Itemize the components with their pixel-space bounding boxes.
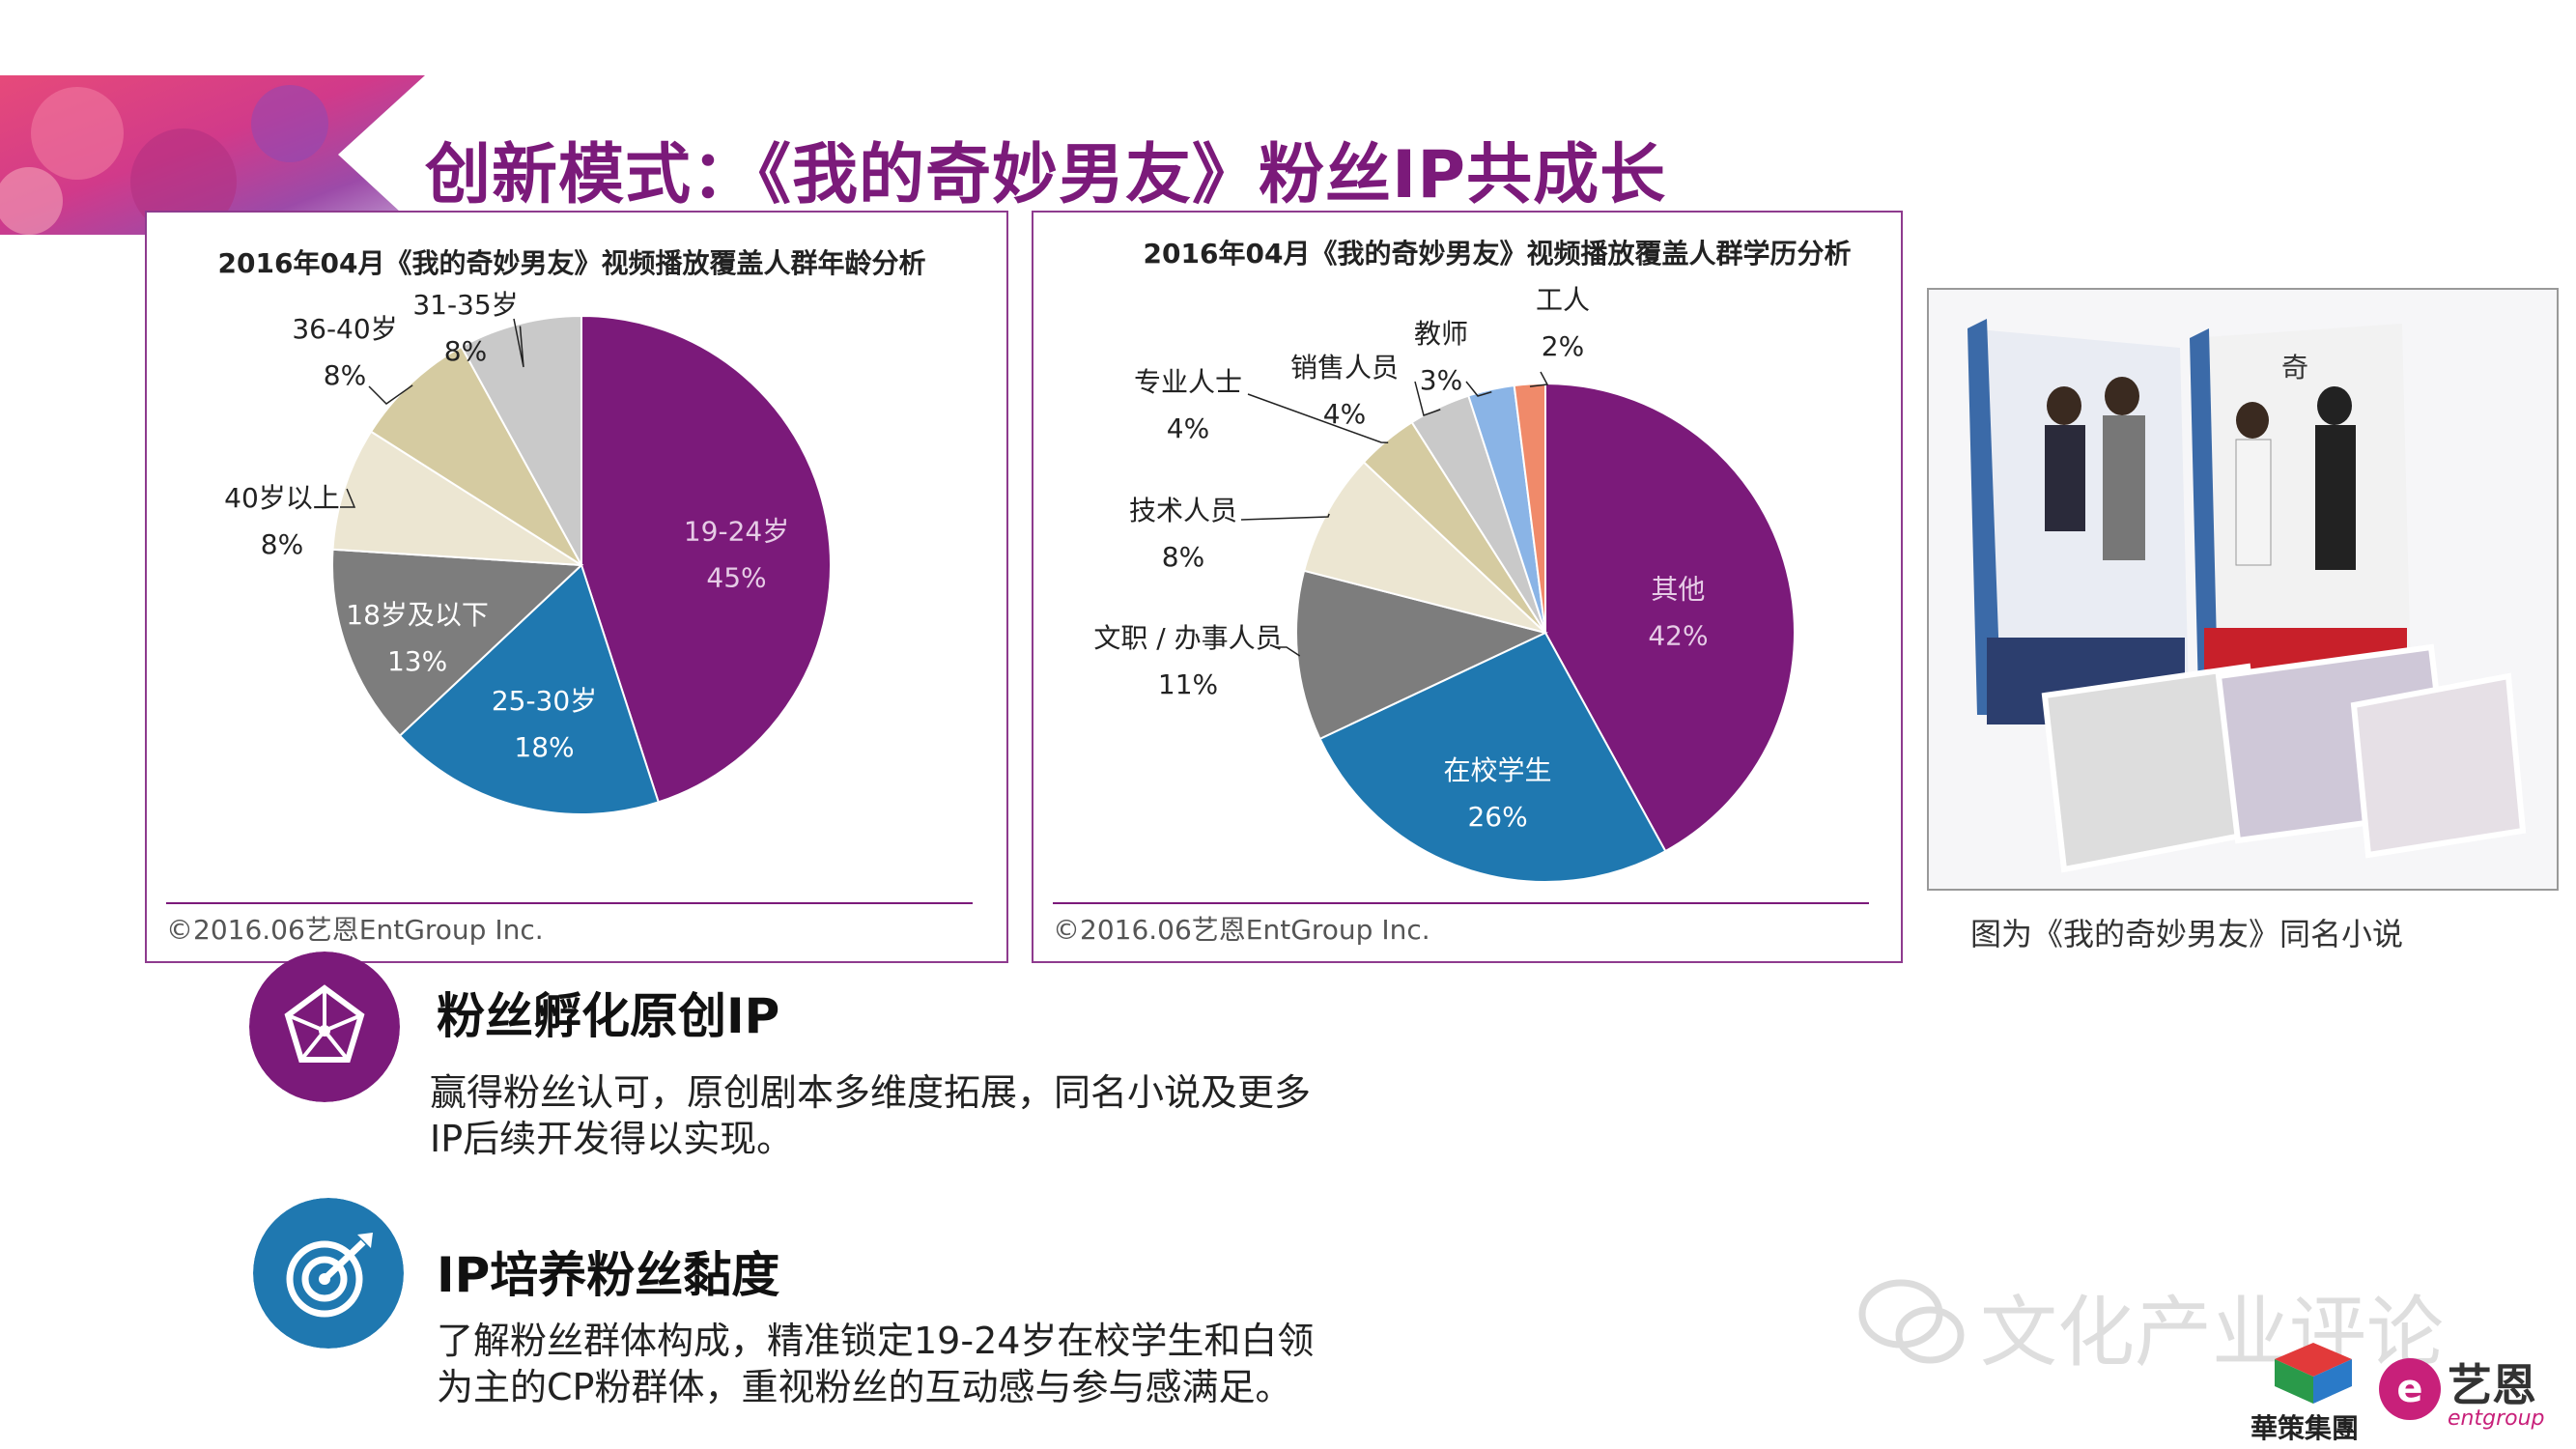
feature-desc-line: 为主的CP粉群体，重视粉丝的互动感与参与感满足。 — [437, 1366, 1292, 1408]
slice-value-label: 18% — [514, 731, 574, 763]
slice-value-label: 42% — [1648, 620, 1708, 652]
pie-slice — [460, 314, 582, 566]
slice-label: 教师 — [1414, 318, 1468, 350]
age-copyright: ©2016.06艺恩EntGroup Inc. — [166, 914, 544, 946]
leader-line — [1529, 371, 1549, 387]
watermark-text: 文化产业评论 — [1980, 1288, 2444, 1378]
slice-value-label: 2% — [1542, 330, 1584, 362]
slice-label: 工人 — [1536, 284, 1590, 316]
leader-line — [1240, 513, 1330, 521]
pie-slice — [1513, 382, 1546, 634]
slice-value-label: 26% — [1467, 801, 1527, 833]
slice-value-label: 8% — [324, 359, 366, 391]
pie-slice — [398, 563, 660, 815]
slice-label: 文职 / 办事人员 — [1093, 622, 1282, 654]
leader-line — [1247, 393, 1389, 443]
pie-slice — [369, 345, 582, 566]
novel-books-illustration: 奇 — [1967, 319, 2527, 873]
huace-logo: 華策集團 — [2250, 1338, 2376, 1444]
chart-title: 2016年04月《我的奇妙男友》视频播放覆盖人群年龄分析 — [218, 247, 926, 279]
watercolor-banner — [0, 75, 425, 235]
pie-slice — [331, 430, 582, 566]
photo-caption: 图为《我的奇妙男友》同名小说 — [1970, 916, 2404, 952]
entgroup-e-icon: e — [2379, 1358, 2441, 1420]
slice-value-label: 8% — [1162, 541, 1204, 573]
slice-label: 18岁及以下 — [346, 599, 489, 631]
svg-text:奇: 奇 — [2281, 352, 2308, 384]
page-title: 创新模式：《我的奇妙男友》粉丝IP共成长 — [425, 137, 1667, 213]
pie-slice — [331, 548, 584, 738]
entgroup-logo-en: entgroup — [2448, 1406, 2545, 1431]
entgroup-logo-cn: 艺恩 — [2448, 1359, 2536, 1411]
slice-label: 19-24岁 — [684, 516, 789, 548]
slice-label: 25-30岁 — [492, 685, 597, 717]
leader-line — [1465, 381, 1492, 397]
wechat-icon — [1858, 1279, 1965, 1364]
entgroup-logo: e 艺恩 entgroup — [2376, 1350, 2560, 1442]
pie-slice — [1544, 382, 1796, 853]
slice-label: 36-40岁 — [292, 313, 397, 345]
pentagon-network-icon — [249, 952, 400, 1102]
feature-title-fan-ip: 粉丝孵化原创IP — [437, 988, 780, 1044]
slice-label: 40岁以上 — [224, 482, 340, 514]
svg-text:e: e — [2396, 1367, 2422, 1411]
age-chart-panel: 2016年04月《我的奇妙男友》视频播放覆盖人群年龄分析 19-24岁 45% 25-… — [145, 211, 1008, 963]
age-pie-chart: 2016年04月《我的奇妙男友》视频播放覆盖人群年龄分析 19-24岁 45% 25-… — [166, 247, 973, 904]
slice-value-label: 11% — [1158, 668, 1218, 700]
feature-desc-ip-stickiness: 了解粉丝群体构成，精准锁定19-24岁在校学生和白领 为主的CP粉群体，重视粉丝… — [437, 1318, 1402, 1410]
feature-desc-line: 了解粉丝群体构成，精准锁定19-24岁在校学生和白领 — [437, 1320, 1315, 1362]
slice-label: 专业人士 — [1134, 366, 1242, 398]
feature-title-ip-stickiness: IP培养粉丝黏度 — [437, 1247, 780, 1303]
pie-slice — [1318, 631, 1667, 883]
leader-line — [513, 318, 524, 368]
huace-logo-text: 華策集團 — [2250, 1412, 2360, 1444]
slice-label: 技术人员 — [1129, 495, 1237, 526]
edu-copyright: ©2016.06艺恩EntGroup Inc. — [1053, 914, 1430, 946]
slice-label: 销售人员 — [1290, 352, 1399, 384]
huace-cube-icon — [2275, 1343, 2352, 1404]
leader-line — [1414, 381, 1441, 416]
slice-value-label: 4% — [1323, 398, 1366, 430]
slice-value-label: 8% — [444, 335, 487, 367]
pie-slice — [580, 314, 832, 804]
slice-value-label: 13% — [387, 645, 447, 677]
slice-label: 在校学生 — [1444, 754, 1552, 786]
slice-label: 其他 — [1651, 574, 1705, 606]
feature-desc-line: IP后续开发得以实现。 — [430, 1118, 794, 1160]
leader-line — [368, 384, 413, 405]
slice-label: 31-35岁 — [412, 289, 518, 321]
pie-slice — [1295, 569, 1548, 741]
leader-line — [340, 488, 356, 508]
chart-title: 2016年04月《我的奇妙男友》视频播放覆盖人群学历分析 — [1144, 238, 1852, 270]
feature-desc-line: 赢得粉丝认可，原创剧本多维度拓展，同名小说及更多 — [430, 1071, 1312, 1114]
slice-value-label: 45% — [706, 562, 766, 594]
novel-photo: 奇 — [1927, 288, 2559, 891]
feature-desc-fan-ip: 赢得粉丝认可，原创剧本多维度拓展，同名小说及更多 IP后续开发得以实现。 — [430, 1069, 1396, 1162]
education-chart-panel: 2016年04月《我的奇妙男友》视频播放覆盖人群学历分析其他 42% 在校学生 26%… — [1032, 211, 1903, 963]
slice-value-label: 8% — [261, 528, 303, 560]
slice-value-label: 4% — [1167, 412, 1209, 444]
leader-line — [1275, 646, 1301, 657]
slice-value-label: 3% — [1420, 364, 1462, 396]
pie-slice — [1302, 460, 1546, 634]
target-arrow-icon — [253, 1198, 404, 1349]
